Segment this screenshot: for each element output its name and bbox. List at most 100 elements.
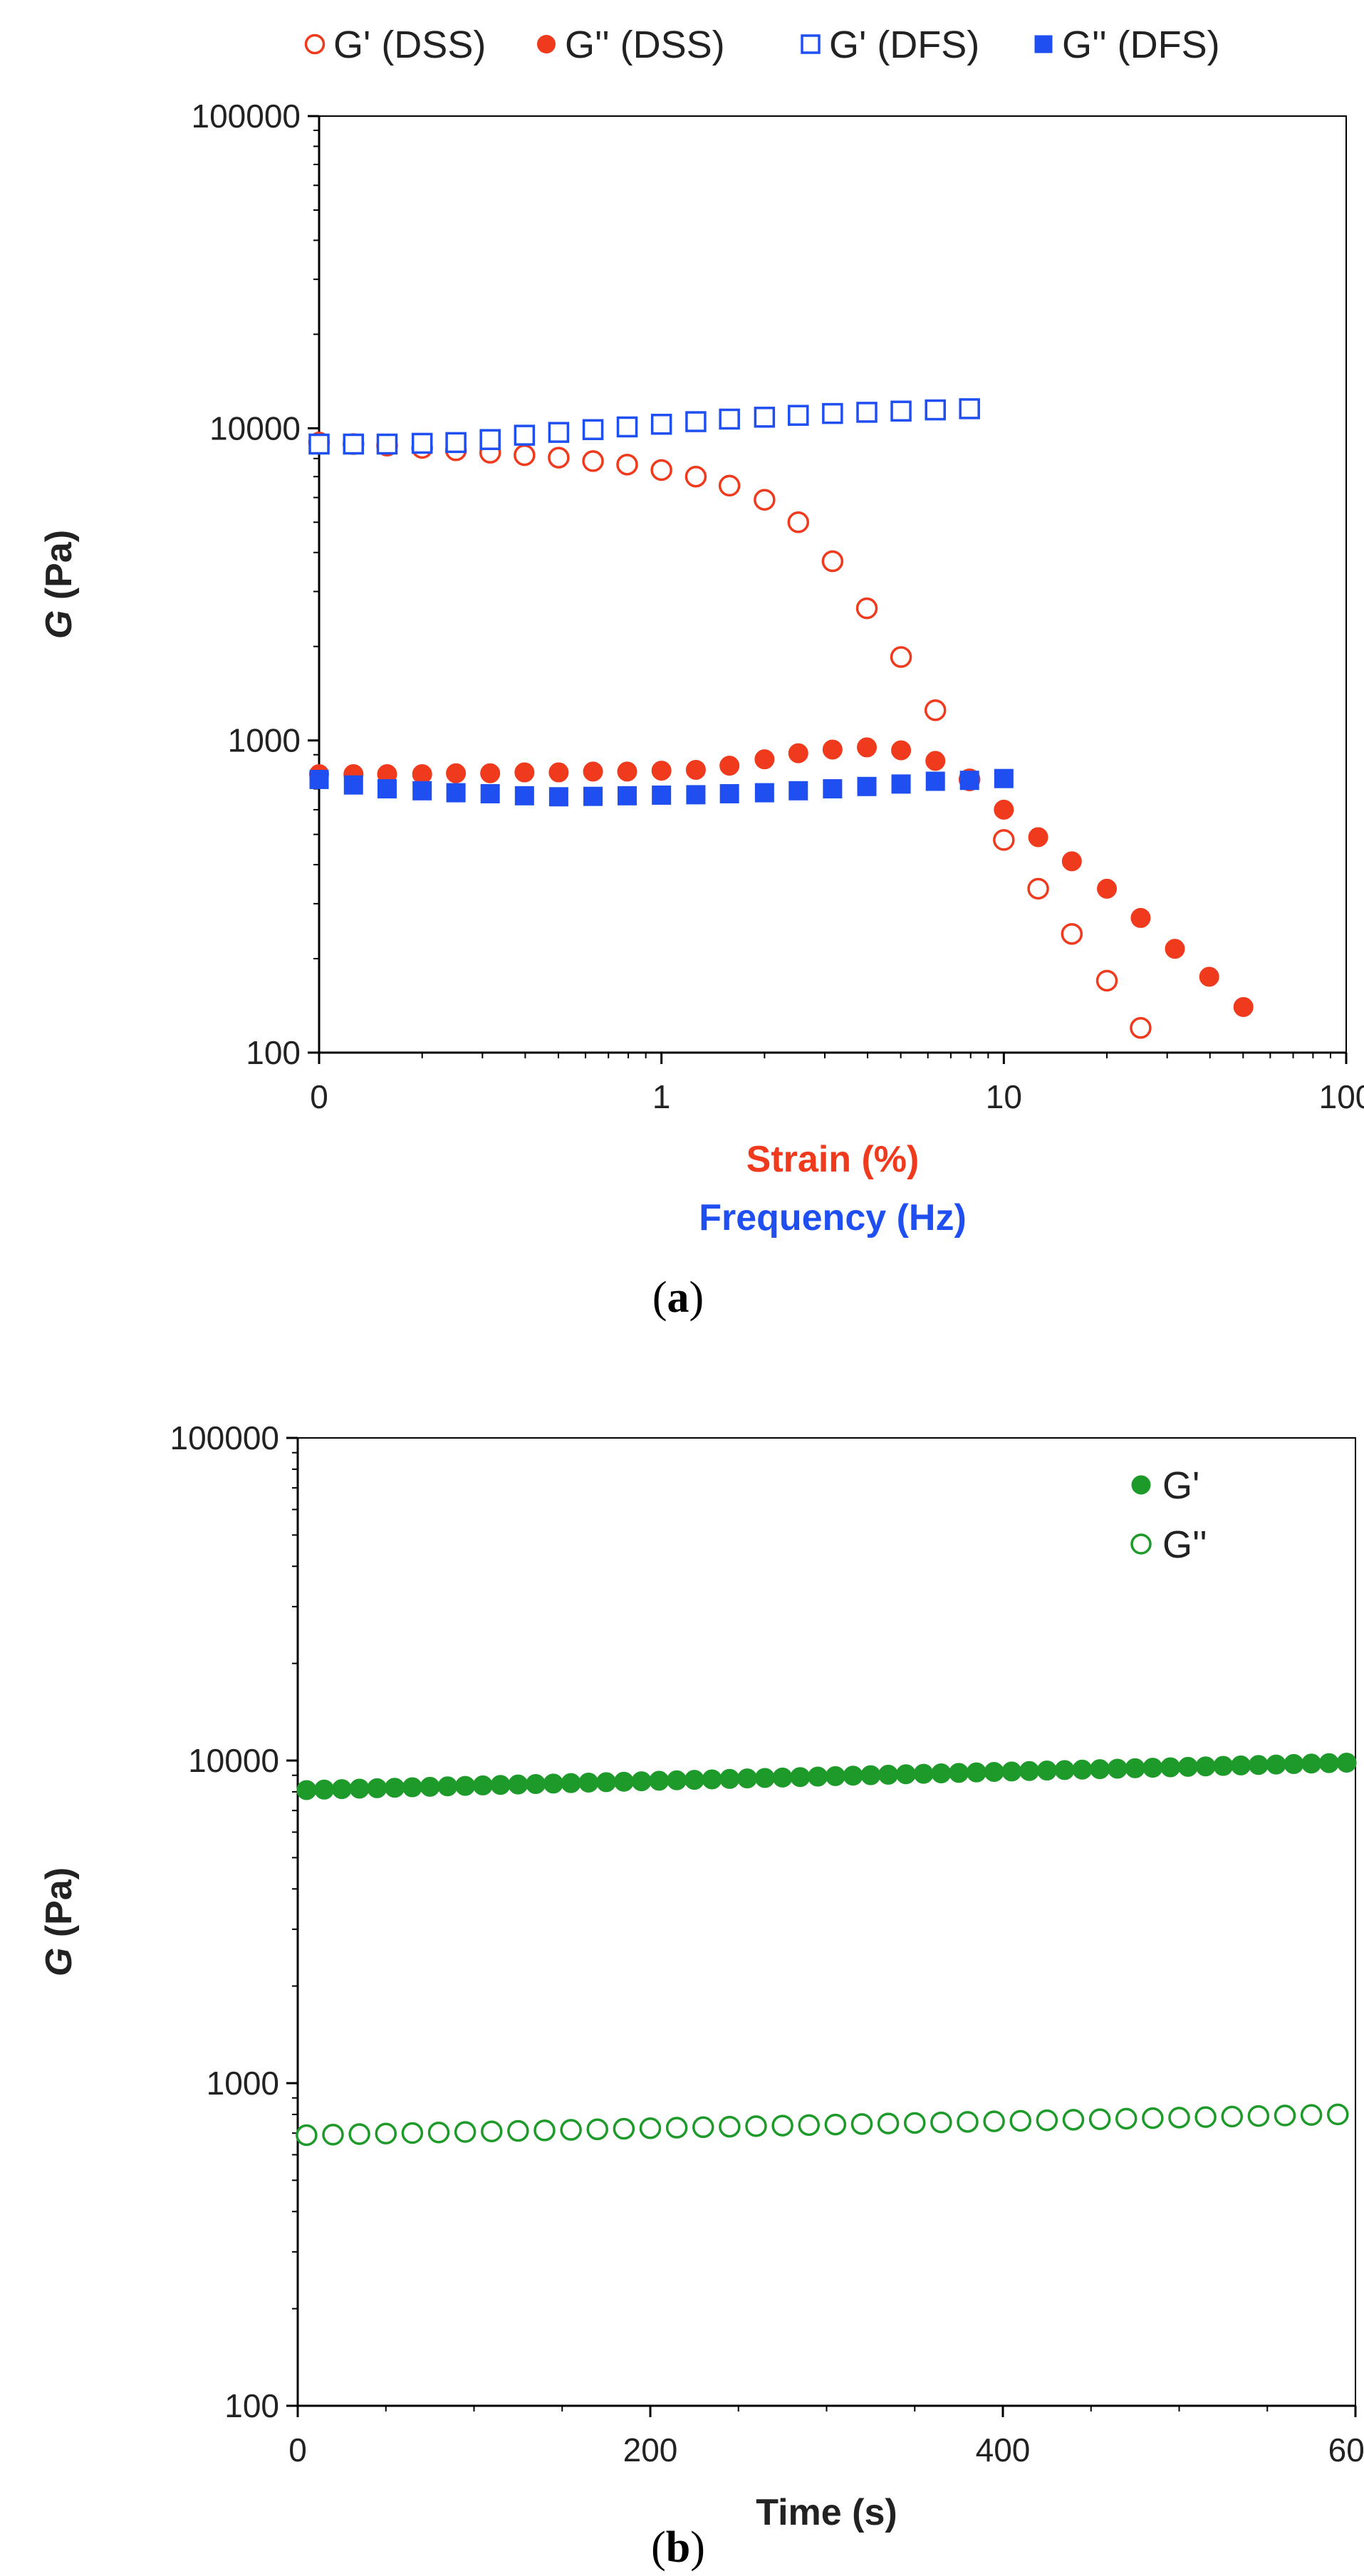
data-point <box>508 1774 529 1795</box>
data-point <box>455 1775 476 1796</box>
plot-frame-a <box>318 115 1347 1053</box>
data-point <box>1054 1760 1075 1780</box>
data-points-b <box>296 1752 1357 2147</box>
data-point <box>639 2117 662 2139</box>
data-point <box>823 779 843 799</box>
data-point <box>754 749 775 770</box>
data-point <box>543 1773 563 1794</box>
data-point <box>480 783 500 803</box>
data-point <box>613 1771 634 1792</box>
data-point <box>1142 1758 1163 1778</box>
x-tick-label: 1 <box>652 1078 671 1115</box>
data-point <box>560 2119 582 2141</box>
data-point <box>1266 1754 1286 1775</box>
data-point <box>514 424 536 446</box>
data-point <box>890 400 912 422</box>
y-axis-label-symbol: G <box>38 1948 80 1976</box>
data-point <box>309 769 329 789</box>
data-point <box>667 1770 687 1790</box>
data-point <box>685 759 706 780</box>
data-point <box>1072 1759 1093 1780</box>
data-point <box>1248 1755 1269 1775</box>
x-tick-label: 10 <box>986 1078 1022 1115</box>
data-point <box>548 762 569 783</box>
data-point <box>994 768 1014 788</box>
data-point <box>913 1763 934 1784</box>
data-point <box>754 407 776 428</box>
data-point <box>686 785 706 805</box>
data-point <box>904 2112 926 2134</box>
y-tick-label: 100 <box>224 2387 279 2424</box>
data-point <box>925 751 946 771</box>
data-point <box>890 646 912 668</box>
caption-open-paren: ( <box>652 1273 667 1322</box>
data-point <box>1221 2105 1243 2128</box>
caption-letter-a: a <box>667 1273 689 1322</box>
data-point <box>578 1773 599 1793</box>
data-point <box>548 447 570 469</box>
y-tick-label: 100 <box>246 1034 301 1071</box>
y-axis-label-unit: (Pa) <box>38 1867 80 1948</box>
data-point <box>349 1778 370 1799</box>
data-point <box>754 783 774 803</box>
data-point <box>446 763 467 783</box>
data-point <box>412 781 432 801</box>
data-point <box>586 2118 608 2141</box>
legend-marker <box>801 34 821 54</box>
plot-frame-b <box>297 1437 1356 2406</box>
chart-panel-b: 100 1000 10000 100000 0 200 400 600 G' G'' G (Pa… <box>38 1419 1364 2572</box>
x-tick-label: 200 <box>623 2431 678 2468</box>
data-point <box>649 1771 670 1791</box>
legend-label: G'' <box>1162 1523 1207 1566</box>
data-point <box>616 416 638 438</box>
data-point <box>652 785 672 805</box>
data-point <box>790 1767 811 1788</box>
data-point <box>1088 2108 1111 2130</box>
data-point <box>856 402 878 423</box>
data-point <box>514 762 535 783</box>
data-point <box>308 433 330 455</box>
data-point <box>824 2113 847 2136</box>
legend-label: G'' (DFS) <box>1062 24 1220 66</box>
data-point <box>957 2111 979 2133</box>
data-point <box>514 444 536 466</box>
series-g-dfs <box>309 768 1014 807</box>
data-point <box>1009 2110 1031 2132</box>
data-point <box>296 1780 317 1800</box>
data-point <box>685 411 707 432</box>
data-point <box>857 737 878 758</box>
data-point <box>1300 2104 1323 2126</box>
data-point <box>719 756 740 776</box>
data-point <box>1095 969 1118 992</box>
data-point <box>843 1766 863 1786</box>
data-point <box>925 771 945 791</box>
data-point <box>930 2111 952 2134</box>
y-tick-label: 1000 <box>228 722 301 759</box>
data-point <box>1247 2105 1270 2127</box>
y-axis-label-unit: (Pa) <box>38 530 80 610</box>
data-point <box>891 774 911 794</box>
data-point <box>548 422 570 443</box>
series-g <box>296 1752 1357 1800</box>
legend-marker <box>537 35 556 53</box>
data-point <box>445 432 467 454</box>
data-point <box>1001 1761 1022 1782</box>
data-point <box>925 399 946 421</box>
caption-open-paren: ( <box>651 2523 666 2572</box>
legend-label: G'' (DSS) <box>565 24 725 66</box>
legend-item-g: G' <box>1131 1464 1199 1507</box>
data-point <box>822 402 843 424</box>
y-tick-label: 10000 <box>209 410 301 447</box>
data-point <box>650 459 672 481</box>
data-point <box>1019 1761 1040 1781</box>
data-point <box>772 1767 793 1788</box>
data-point <box>514 786 534 805</box>
data-point <box>618 786 637 805</box>
data-point <box>526 1773 546 1794</box>
data-point <box>507 2119 529 2142</box>
panel-caption-b: (b) <box>651 2523 705 2572</box>
data-point <box>343 775 363 795</box>
data-point <box>1195 1756 1216 1777</box>
data-point <box>1301 1753 1322 1774</box>
data-point <box>376 433 398 455</box>
